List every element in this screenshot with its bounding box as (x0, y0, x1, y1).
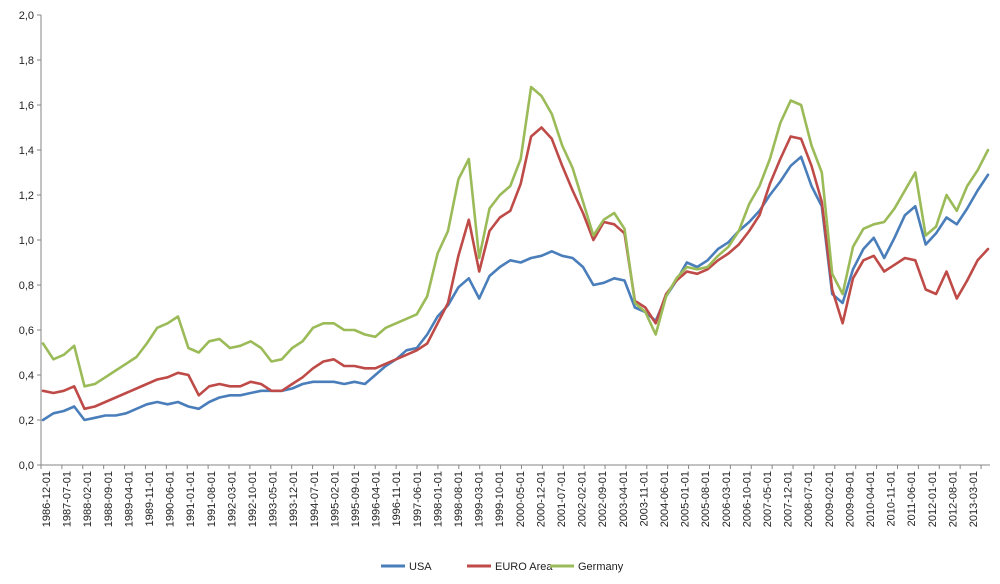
y-tick-label: 1,2 (19, 190, 34, 202)
x-tick-label: 2006-10-01 (741, 471, 753, 527)
x-tick-label: 1987-07-01 (62, 471, 74, 527)
y-ticks: 0,0 0,2 0,4 0,6 0,8 1,0 1,2 1,4 1,6 1,8 2,0 (19, 10, 41, 472)
x-tick-label: 2008-07-01 (803, 471, 815, 527)
x-tick-label: 2013-03-01 (968, 471, 980, 527)
x-ticks: 1986-12-01 1987-07-01 1988-02-01 1988-09-01… (40, 465, 982, 527)
x-tick-label: 2006-03-01 (721, 471, 733, 527)
x-tick-label: 1992-10-01 (247, 471, 259, 527)
x-tick-label: 2007-12-01 (783, 471, 795, 527)
x-tick-label: 1999-10-01 (494, 471, 506, 527)
legend: USA EURO Area Germany (381, 561, 624, 573)
x-tick-label: 1991-01-01 (185, 471, 197, 527)
x-tick-label: 1997-06-01 (412, 471, 424, 527)
x-tick-label: 2001-07-01 (556, 471, 568, 527)
x-tick-label: 1992-03-01 (226, 471, 238, 527)
x-tick-label: 2003-11-01 (638, 471, 650, 526)
series-line-germany (41, 85, 990, 388)
x-tick-label: 2002-02-01 (577, 471, 589, 527)
x-tick-label: 2009-02-01 (824, 471, 836, 527)
x-tick-label: 2000-05-01 (515, 471, 527, 527)
legend-label: USA (409, 561, 432, 573)
x-tick-label: 2010-04-01 (865, 471, 877, 527)
x-tick-label: 2004-06-01 (659, 471, 671, 527)
x-tick-label: 1999-03-01 (474, 471, 486, 527)
x-tick-label: 1990-06-01 (165, 471, 177, 527)
legend-label: EURO Area (495, 561, 553, 573)
x-tick-label: 1998-01-01 (432, 471, 444, 527)
x-tick-label: 2002-09-01 (597, 471, 609, 527)
x-tick-label: 2010-11-01 (886, 471, 898, 526)
x-tick-label: 2012-01-01 (927, 471, 939, 527)
y-tick-label: 0,4 (19, 370, 34, 382)
series-line-euro-area (41, 126, 990, 411)
x-tick-label: 1995-09-01 (350, 471, 362, 527)
x-tick-label: 1989-04-01 (123, 471, 135, 527)
x-tick-label: 1993-12-01 (288, 471, 300, 527)
x-tick-label: 1993-05-01 (268, 471, 280, 527)
x-tick-label: 1996-11-01 (391, 471, 403, 526)
x-tick-label: 2009-09-01 (844, 471, 856, 527)
series (41, 85, 990, 422)
x-tick-label: 1989-11-01 (144, 471, 156, 526)
x-tick-label: 2005-08-01 (700, 471, 712, 527)
x-tick-label: 1991-08-01 (206, 471, 218, 527)
y-tick-label: 0,6 (19, 325, 34, 337)
x-tick-label: 2012-08-01 (947, 471, 959, 527)
y-tick-label: 2,0 (19, 10, 34, 22)
x-tick-label: 2003-04-01 (618, 471, 630, 527)
axes (40, 15, 990, 466)
x-tick-label: 2007-05-01 (762, 471, 774, 527)
x-tick-label: 1998-08-01 (453, 471, 465, 527)
x-tick-label: 1994-07-01 (309, 471, 321, 527)
x-tick-label: 1995-02-01 (329, 471, 341, 527)
y-tick-label: 1,8 (19, 55, 34, 67)
x-tick-label: 2011-06-01 (906, 471, 918, 526)
y-tick-label: 0,0 (19, 460, 34, 472)
x-tick-label: 1988-02-01 (82, 471, 94, 527)
x-tick-label: 2005-01-01 (680, 471, 692, 527)
x-tick-label: 2000-12-01 (535, 471, 547, 527)
y-tick-label: 0,8 (19, 280, 34, 292)
x-tick-label: 1988-09-01 (103, 471, 115, 527)
x-tick-label: 1986-12-01 (41, 471, 53, 527)
y-tick-label: 1,4 (19, 145, 34, 157)
y-tick-label: 1,6 (19, 100, 34, 112)
legend-label: Germany (578, 561, 624, 573)
y-tick-label: 0,2 (19, 415, 34, 427)
y-tick-label: 1,0 (19, 235, 34, 247)
x-tick-label: 1996-04-01 (371, 471, 383, 527)
